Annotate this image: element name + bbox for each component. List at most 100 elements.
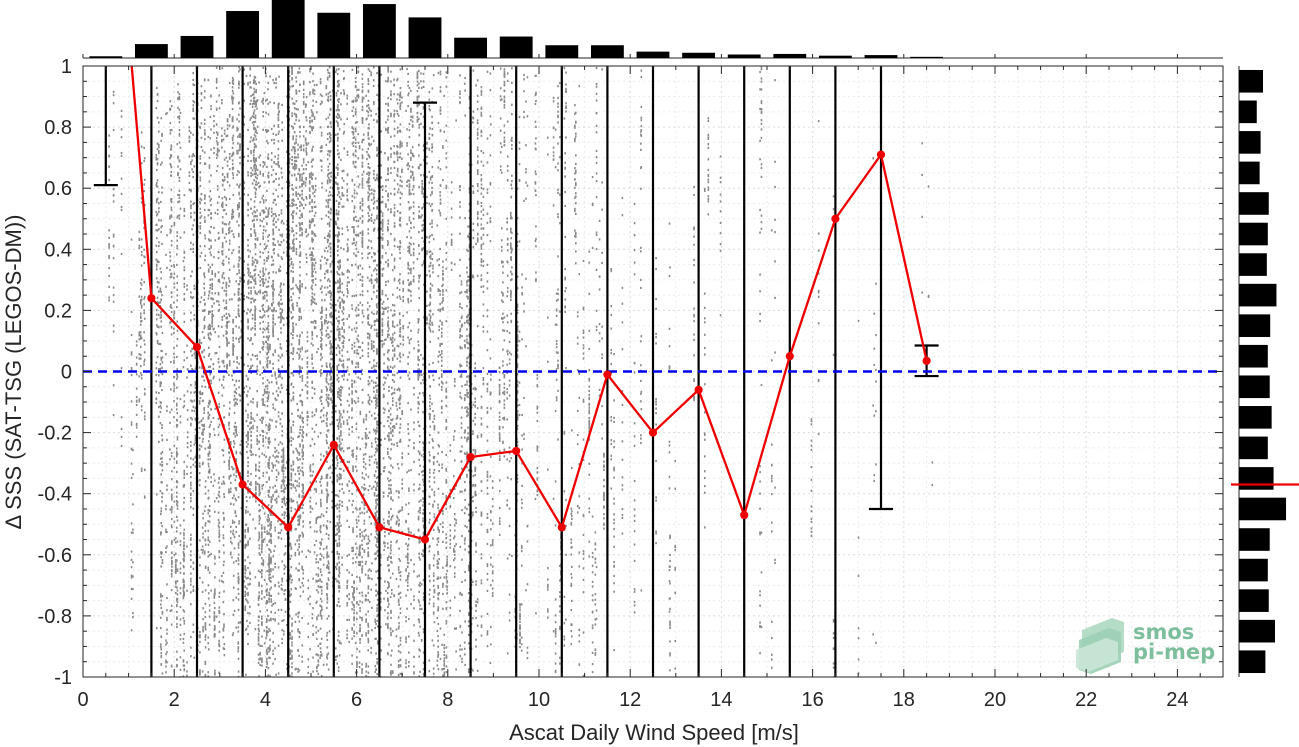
scatter-point — [179, 562, 182, 565]
scatter-point — [173, 352, 175, 355]
scatter-point — [262, 99, 264, 102]
scatter-point — [156, 259, 159, 262]
scatter-point — [190, 506, 192, 509]
scatter-point — [226, 371, 228, 374]
scatter-point — [302, 577, 304, 580]
scatter-point — [208, 352, 211, 356]
scatter-point — [261, 541, 263, 544]
scatter-point — [208, 446, 211, 450]
scatter-point — [108, 145, 110, 148]
scatter-point — [299, 246, 301, 249]
scatter-point — [259, 289, 262, 292]
scatter-point — [261, 304, 264, 308]
scatter-point — [200, 85, 203, 88]
scatter-point — [192, 107, 195, 110]
scatter-point — [176, 329, 179, 332]
scatter-point — [282, 450, 285, 453]
scatter-point — [183, 194, 186, 197]
scatter-point — [158, 368, 160, 371]
scatter-point — [215, 136, 218, 140]
scatter-point — [139, 335, 142, 339]
scatter-point — [159, 533, 162, 536]
scatter-point — [283, 484, 286, 487]
scatter-point — [302, 83, 305, 86]
scatter-point — [253, 87, 255, 90]
scatter-point — [251, 354, 254, 357]
scatter-point — [251, 139, 254, 142]
scatter-point — [263, 388, 266, 391]
scatter-point — [292, 281, 294, 284]
scatter-point — [202, 437, 204, 441]
scatter-point — [183, 460, 186, 463]
scatter-point — [299, 458, 301, 461]
scatter-point — [305, 147, 308, 150]
scatter-point — [243, 223, 245, 227]
scatter-point — [298, 482, 301, 485]
scatter-point — [135, 395, 138, 399]
scatter-point — [232, 321, 234, 324]
scatter-point — [281, 580, 283, 583]
scatter-point — [254, 246, 257, 249]
scatter-point — [270, 559, 273, 562]
scatter-point — [272, 568, 274, 571]
scatter-point — [298, 579, 301, 582]
scatter-point — [268, 540, 270, 543]
scatter-point — [256, 405, 259, 408]
scatter-point — [270, 556, 272, 559]
scatter-point — [292, 357, 294, 361]
scatter-point — [282, 630, 285, 633]
scatter-point — [281, 377, 283, 380]
scatter-point — [112, 330, 115, 333]
scatter-point — [161, 426, 163, 430]
scatter-point — [207, 453, 210, 456]
scatter-point — [173, 282, 176, 285]
scatter-point — [254, 195, 257, 199]
scatter-point — [183, 298, 186, 301]
scatter-point — [259, 316, 261, 319]
scatter-point — [292, 287, 294, 290]
scatter-point — [270, 550, 272, 553]
scatter-point — [215, 153, 218, 156]
scatter-point — [305, 143, 308, 147]
scatter-point — [307, 161, 310, 164]
scatter-point — [155, 237, 158, 240]
scatter-point — [158, 191, 160, 194]
scatter-point — [266, 130, 268, 134]
scatter-point — [173, 520, 176, 523]
scatter-point — [277, 566, 280, 569]
scatter-point — [140, 295, 143, 298]
scatter-point — [307, 549, 310, 552]
scatter-point — [130, 238, 133, 241]
scatter-point — [130, 550, 133, 553]
scatter-point — [228, 456, 231, 459]
scatter-point — [268, 181, 270, 184]
scatter-point — [249, 449, 252, 452]
scatter-point — [298, 472, 301, 475]
scatter-point — [208, 520, 211, 523]
scatter-point — [254, 354, 257, 358]
scatter-point — [267, 210, 270, 213]
scatter-point — [130, 310, 133, 314]
scatter-point — [170, 170, 173, 174]
scatter-point — [290, 554, 293, 557]
scatter-point — [244, 575, 247, 578]
scatter-point — [143, 418, 146, 421]
scatter-point — [253, 166, 255, 169]
scatter-point — [231, 116, 234, 119]
scatter-point — [183, 485, 185, 488]
scatter-point — [238, 232, 240, 235]
scatter-point — [218, 556, 221, 559]
scatter-point — [192, 588, 195, 592]
scatter-point — [251, 169, 254, 172]
scatter-point — [221, 250, 223, 253]
scatter-point — [200, 419, 203, 422]
scatter-point — [280, 313, 282, 316]
scatter-point — [267, 113, 270, 116]
scatter-point — [247, 480, 249, 483]
scatter-point — [305, 130, 308, 133]
scatter-point — [244, 607, 247, 610]
scatter-point — [255, 187, 257, 191]
scatter-point — [250, 365, 252, 368]
scatter-point — [237, 630, 240, 633]
scatter-point — [279, 375, 282, 378]
